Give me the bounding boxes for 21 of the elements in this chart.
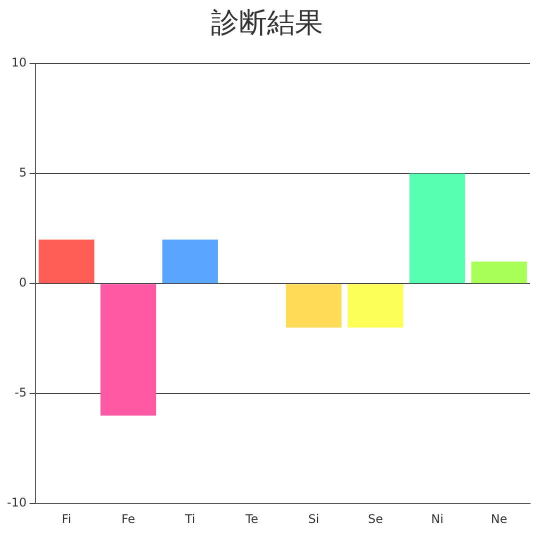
y-tick-label: -5 [14, 386, 27, 400]
chart-title: 診断結果 [211, 6, 323, 40]
y-tick-label: 0 [18, 276, 27, 290]
bar [286, 284, 342, 328]
bar [162, 240, 218, 284]
x-tick-label: Fi [62, 512, 72, 526]
x-tick-label: Te [244, 512, 258, 526]
bar [100, 284, 156, 416]
y-tick-label: 10 [11, 56, 27, 70]
y-tick-label: -10 [6, 496, 27, 510]
x-tick-label: Fe [121, 512, 136, 526]
x-tick-label: Ti [184, 512, 196, 526]
x-tick-label: Si [308, 512, 320, 526]
x-tick-label: Se [368, 512, 383, 526]
bar [409, 174, 466, 284]
y-tick-label: 5 [18, 166, 27, 180]
x-tick-label: Ni [431, 512, 444, 526]
bar [348, 284, 404, 328]
bar [471, 262, 527, 284]
bar [38, 240, 94, 284]
x-tick-label: Ne [490, 512, 508, 526]
